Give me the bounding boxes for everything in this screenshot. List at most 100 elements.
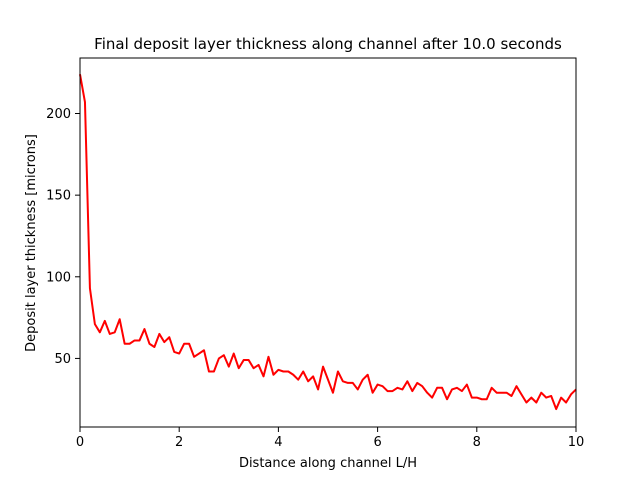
data-point (411, 390, 413, 392)
x-tick-label: 6 (373, 435, 381, 450)
data-point (257, 364, 260, 366)
x-tick-label: 4 (274, 435, 282, 450)
data-point (377, 383, 379, 386)
data-point (213, 370, 215, 373)
data-point (243, 359, 245, 361)
x-tick-label: 0 (76, 435, 84, 450)
data-point (282, 370, 284, 373)
data-point (337, 370, 339, 373)
data-point (94, 323, 96, 325)
data-point (198, 352, 200, 355)
data-point (545, 397, 547, 399)
data-point (352, 382, 354, 384)
data-point (332, 392, 334, 394)
data-point (148, 343, 151, 345)
data-point (84, 101, 86, 103)
x-tick-label: 2 (175, 435, 183, 450)
data-point (119, 318, 121, 320)
y-tick-label: 100 (46, 270, 71, 285)
plot-area: 0 2 4 6 8 10 50 100 150 200 (46, 57, 585, 450)
x-tick-label: 8 (473, 435, 481, 450)
data-point (436, 387, 438, 389)
data-point (99, 331, 101, 333)
data-point (272, 374, 275, 376)
data-point (461, 390, 463, 392)
data-point (124, 343, 126, 345)
data-point (297, 379, 299, 381)
x-tick-label: 10 (568, 435, 585, 450)
data-point (109, 333, 111, 335)
data-point (406, 380, 408, 382)
data-point (173, 351, 175, 353)
data-point (481, 398, 483, 400)
data-point (312, 375, 314, 377)
data-point (322, 365, 324, 368)
data-point (253, 367, 255, 369)
data-point (183, 343, 185, 345)
data-point (208, 370, 210, 373)
data-point (248, 359, 250, 361)
data-point (426, 392, 428, 394)
y-axis-label: Deposit layer thickness [microns] (24, 134, 39, 352)
data-point (357, 388, 359, 391)
data-point (307, 380, 309, 382)
data-point (486, 398, 488, 400)
data-point (342, 380, 344, 382)
x-axis-label: Distance along channel L/H (239, 456, 417, 471)
data-point (510, 395, 513, 397)
data-point (416, 382, 418, 384)
data-point (362, 379, 364, 381)
data-point (317, 388, 319, 391)
data-point (143, 328, 146, 330)
data-point (441, 387, 443, 389)
data-point (292, 374, 294, 376)
data-point (104, 320, 106, 322)
data-point (163, 341, 165, 343)
axes-frame (79, 57, 577, 428)
data-point (327, 379, 329, 381)
data-point (456, 387, 458, 389)
data-point (451, 388, 453, 391)
data-point (555, 408, 557, 410)
data-point (158, 333, 160, 335)
data-point (476, 397, 478, 399)
data-point (525, 401, 528, 404)
data-point (446, 398, 448, 400)
data-point (396, 387, 399, 389)
data-point (302, 370, 304, 373)
data-point (262, 375, 265, 377)
data-point (501, 392, 503, 394)
data-point (188, 343, 190, 345)
data-point (431, 397, 433, 399)
data-point (138, 339, 141, 342)
data-point (466, 383, 468, 386)
chart-title: Final deposit layer thickness along chan… (94, 35, 562, 53)
data-point (530, 397, 532, 399)
data-point (401, 388, 403, 391)
series-line-0 (79, 74, 577, 411)
data-point (178, 352, 180, 355)
data-point (505, 392, 508, 394)
data-point (347, 382, 349, 384)
data-point (114, 331, 116, 333)
data-point (372, 392, 374, 394)
data-point (153, 346, 155, 348)
y-tick-label: 50 (54, 352, 71, 367)
data-point (267, 356, 270, 358)
data-point (381, 385, 384, 387)
data-point (203, 349, 205, 351)
data-point (421, 385, 423, 387)
data-point (386, 390, 389, 392)
data-point (133, 339, 136, 342)
data-point (218, 357, 220, 360)
data-point (367, 374, 369, 376)
data-point (228, 365, 230, 368)
data-point (560, 397, 562, 399)
data-point (391, 390, 394, 392)
data-point (168, 336, 170, 338)
data-point (535, 401, 537, 404)
data-point (287, 370, 289, 373)
data-point (89, 287, 91, 289)
data-point (238, 367, 240, 369)
